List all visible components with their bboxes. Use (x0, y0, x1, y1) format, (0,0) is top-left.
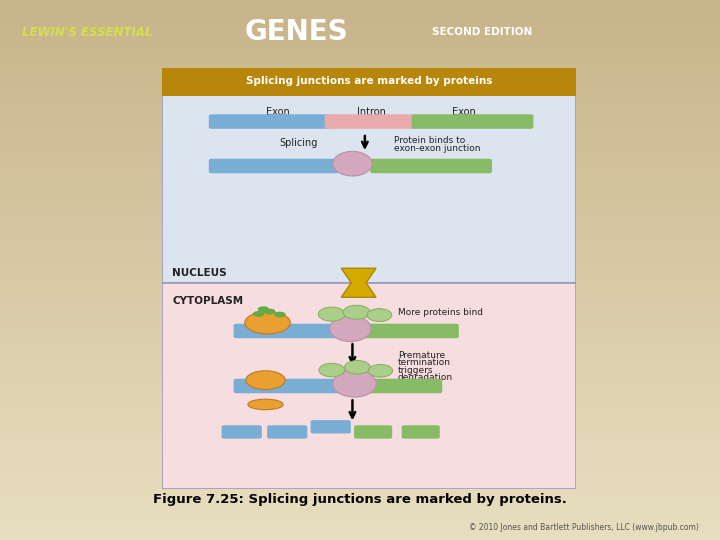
FancyBboxPatch shape (233, 324, 343, 338)
FancyBboxPatch shape (233, 379, 356, 393)
Ellipse shape (253, 311, 264, 317)
Text: exon-exon junction: exon-exon junction (394, 144, 480, 153)
FancyBboxPatch shape (310, 420, 351, 434)
Ellipse shape (248, 399, 283, 410)
Ellipse shape (330, 316, 371, 341)
Text: Splicing: Splicing (279, 138, 318, 148)
FancyBboxPatch shape (354, 379, 442, 393)
Ellipse shape (318, 307, 345, 321)
Text: SECOND EDITION: SECOND EDITION (432, 28, 532, 37)
Ellipse shape (333, 151, 372, 176)
Text: © 2010 Jones and Bartlett Publishers, LLC (www.jbpub.com): © 2010 Jones and Bartlett Publishers, LL… (469, 523, 698, 531)
Text: Exon: Exon (452, 107, 476, 117)
Text: Premature: Premature (398, 351, 445, 360)
Text: Intron: Intron (356, 107, 385, 117)
Text: degradation: degradation (398, 373, 453, 382)
Bar (162, 68, 576, 283)
Ellipse shape (274, 312, 286, 318)
Ellipse shape (333, 370, 377, 397)
FancyBboxPatch shape (354, 426, 392, 438)
Ellipse shape (245, 312, 290, 334)
FancyBboxPatch shape (209, 114, 330, 129)
FancyBboxPatch shape (222, 426, 262, 438)
Ellipse shape (369, 364, 392, 377)
Text: LEWIN'S ESSENTIAL: LEWIN'S ESSENTIAL (22, 26, 152, 39)
Ellipse shape (246, 371, 285, 389)
Polygon shape (341, 268, 376, 298)
Bar (162, 68, 576, 96)
Text: CYTOPLASM: CYTOPLASM (172, 296, 243, 307)
Text: Splicing junctions are marked by proteins: Splicing junctions are marked by protein… (246, 76, 492, 86)
FancyBboxPatch shape (402, 426, 440, 438)
Text: Figure 7.25: Splicing junctions are marked by proteins.: Figure 7.25: Splicing junctions are mark… (153, 492, 567, 505)
Text: More proteins bind: More proteins bind (398, 308, 483, 316)
Ellipse shape (319, 363, 345, 377)
Text: Protein binds to: Protein binds to (394, 136, 465, 145)
Text: triggers: triggers (398, 366, 433, 375)
FancyBboxPatch shape (346, 324, 459, 338)
Ellipse shape (367, 309, 392, 321)
FancyBboxPatch shape (267, 426, 307, 438)
FancyBboxPatch shape (209, 159, 339, 173)
Text: Exon: Exon (266, 107, 289, 117)
Ellipse shape (258, 306, 269, 312)
Ellipse shape (345, 361, 370, 374)
Ellipse shape (264, 309, 276, 314)
Text: GENES: GENES (245, 18, 348, 46)
FancyBboxPatch shape (370, 159, 492, 173)
Text: termination: termination (398, 359, 451, 367)
Bar (162, 283, 576, 489)
Text: NUCLEUS: NUCLEUS (172, 268, 227, 279)
FancyBboxPatch shape (325, 114, 418, 129)
Ellipse shape (343, 305, 370, 319)
FancyBboxPatch shape (412, 114, 534, 129)
